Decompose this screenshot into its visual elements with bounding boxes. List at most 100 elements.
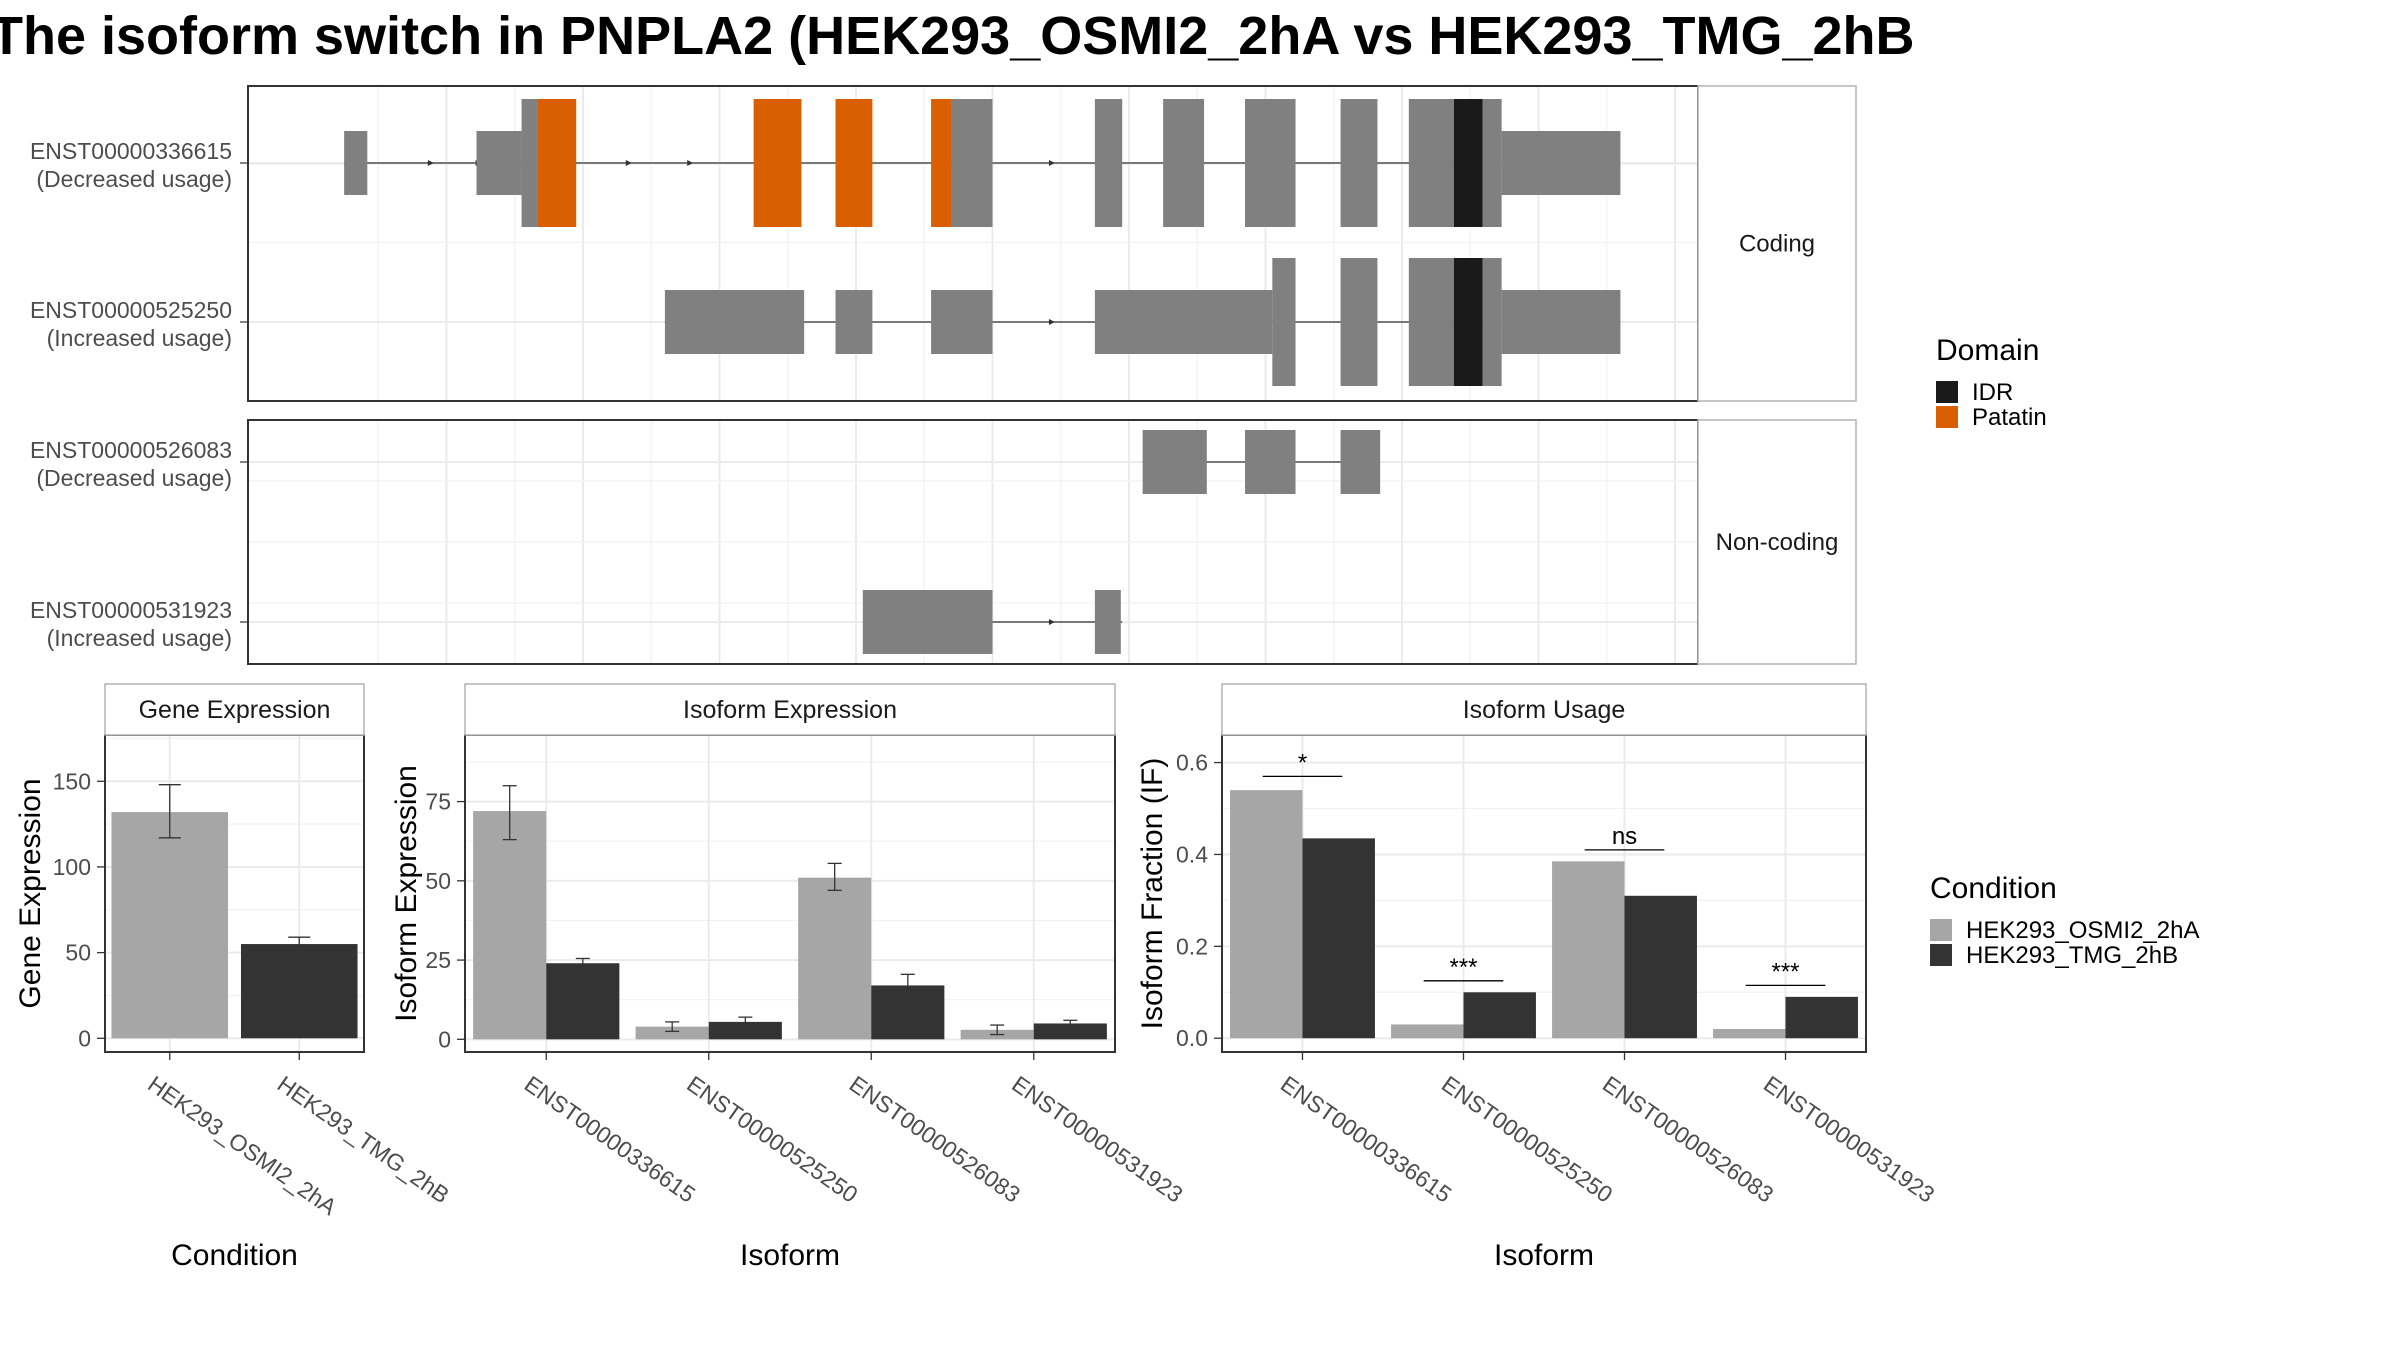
facet-strip-label: Coding [1739,231,1815,258]
bar [1391,1024,1464,1039]
exon [1245,99,1296,227]
exon [476,131,522,195]
transcript-usage-label: (Decreased usage) [36,166,232,192]
facet-strip-label: Non-coding [1716,529,1839,556]
legend-label: Patatin [1972,404,2047,431]
bar [1230,790,1303,1039]
bar [111,812,229,1039]
legend-key-condition [1930,944,1952,966]
structure-facet-coding: ENST00000336615(Decreased usage)ENST0000… [30,85,1857,402]
condition-legend-title: Condition [1930,872,2057,905]
legend-label: HEK293_TMG_2hB [1966,942,2178,969]
transcript-ENST00000525250: ENST00000525250(Increased usage) [30,258,1698,386]
legend-label: IDR [1972,379,2013,406]
bar [1713,1029,1786,1039]
exon [1340,430,1381,494]
x-axis-label: Isoform [740,1239,840,1272]
y-tick-label: 100 [53,854,91,880]
structure-facet-non-coding: ENST00000526083(Decreased usage)ENST0000… [30,419,1857,665]
strand-arrow-icon [427,160,434,166]
bar [1033,1023,1107,1040]
y-tick-label: 25 [425,947,451,973]
bar [1552,861,1625,1039]
bar [240,944,358,1039]
x-axis-label: Condition [171,1239,298,1272]
chart-title: Isoform Expression [683,696,897,724]
y-tick-label: 75 [425,789,451,815]
chart-title: Isoform Usage [1463,696,1626,724]
transcript-ENST00000336615: ENST00000336615(Decreased usage) [30,99,1698,227]
exon [951,99,993,227]
chart-title-strip [1221,683,1867,736]
exon [1163,99,1205,227]
exon [1482,258,1502,386]
y-tick-label: 50 [425,868,451,894]
transcript-usage-label: (Increased usage) [47,325,232,351]
bar [1302,838,1375,1039]
transcript-usage-label: (Increased usage) [47,625,232,651]
chart-title: Gene Expression [139,696,331,724]
exon [344,131,368,195]
bar [635,1026,709,1040]
transcript-id-label: ENST00000526083 [30,437,232,463]
bar [1624,895,1697,1039]
exon [1094,290,1273,354]
chart-isoform-expression: Isoform Expression0255075ENST00000336615… [390,683,1188,1272]
y-tick-label: 0 [438,1026,451,1052]
domain-idr [1453,99,1483,227]
domain-patatin [753,99,802,227]
domain-patatin [931,99,952,227]
bar [473,811,547,1040]
strand-arrow-icon [1048,319,1055,325]
exon [1245,430,1296,494]
exon [1408,99,1454,227]
legend-key-condition [1930,919,1952,941]
facet-strip [1697,85,1857,402]
y-tick-label: 0.2 [1176,933,1208,959]
domain-idr [1453,258,1483,386]
exon [1501,131,1621,195]
transcript-id-label: ENST00000336615 [30,138,232,164]
exon [835,290,873,354]
bar [546,963,620,1040]
y-tick-label: 150 [53,768,91,794]
y-tick-label: 0 [78,1025,91,1051]
exon [1094,590,1121,654]
transcript-structure-panel: ENST00000336615(Decreased usage)ENST0000… [30,85,1857,665]
legend-label: HEK293_OSMI2_2hA [1966,917,2199,944]
exon [664,290,805,354]
exon [1142,430,1207,494]
x-axis-label: Isoform [1494,1239,1594,1272]
y-tick-label: 50 [65,940,91,966]
y-axis-label: Isoform Fraction (IF) [1136,758,1169,1030]
significance-label: ns [1612,823,1637,850]
exon [1408,258,1454,386]
exon [1272,258,1296,386]
bar [1785,996,1858,1039]
domain-patatin [537,99,577,227]
exon [1340,99,1378,227]
y-axis-label: Gene Expression [14,778,47,1008]
facet-strip [1697,419,1857,665]
domain-legend-title: Domain [1936,334,2039,367]
domain-patatin [835,99,873,227]
strand-arrow-icon [687,160,694,166]
strand-arrow-icon [1048,160,1055,166]
exon [1501,290,1621,354]
significance-label: *** [1771,958,1799,985]
bar [708,1021,782,1040]
exon [521,99,538,227]
y-tick-label: 0.4 [1176,841,1208,867]
strand-arrow-icon [1048,619,1055,625]
bar [1463,992,1536,1039]
bar [798,877,872,1040]
exon [1094,99,1123,227]
legend-key-patatin [1936,406,1958,428]
chart-title-strip [464,683,1116,736]
exon [1340,258,1378,386]
significance-label: * [1298,749,1307,776]
significance-label: *** [1449,954,1477,981]
legend-key-idr [1936,381,1958,403]
